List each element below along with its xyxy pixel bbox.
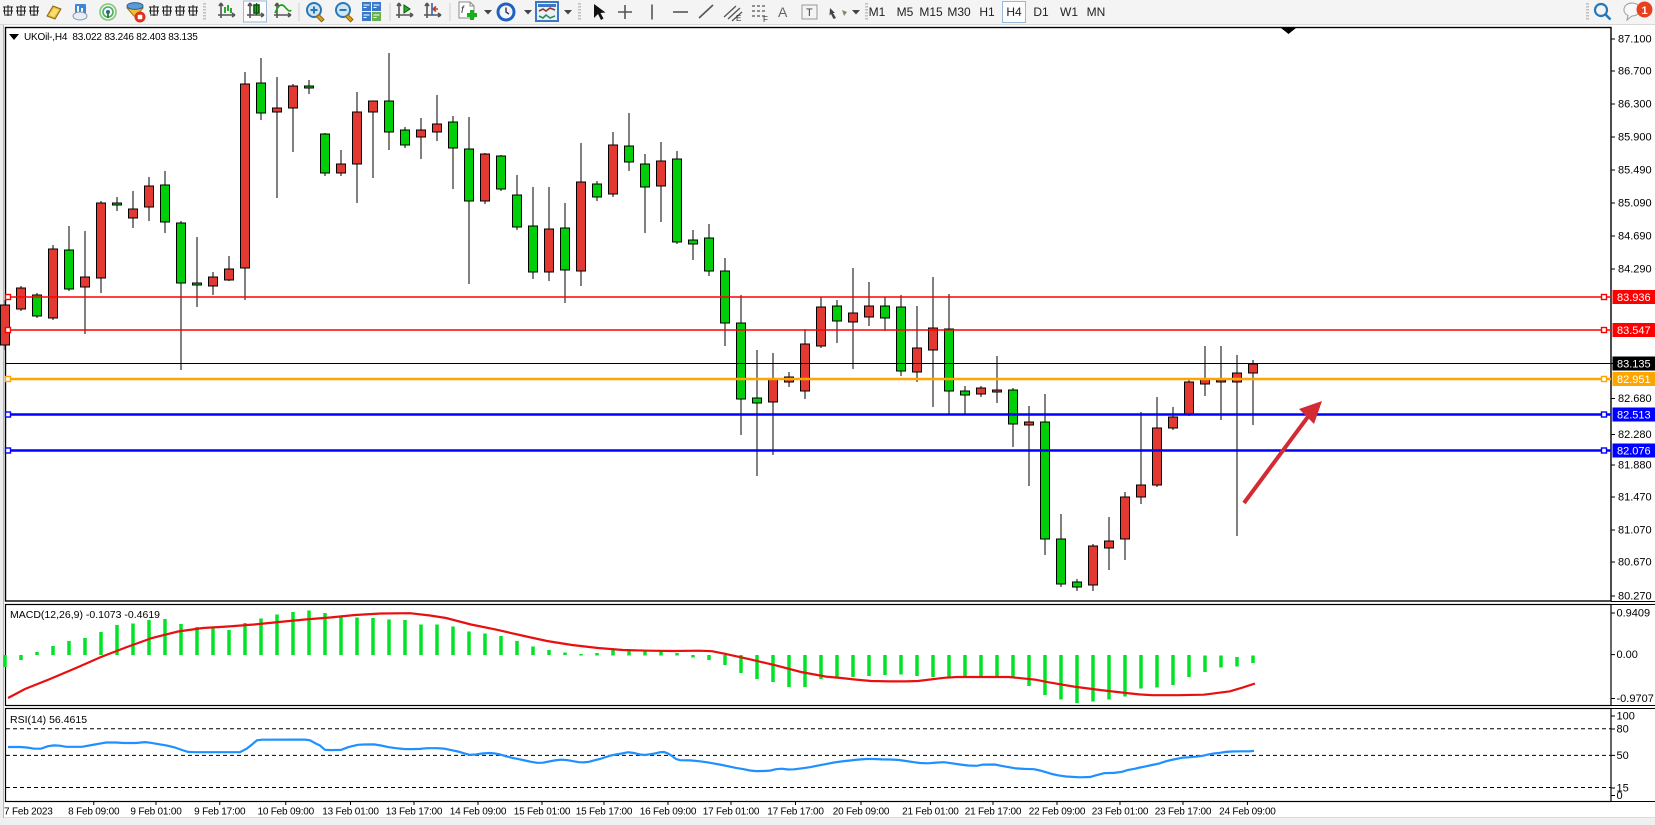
svg-text:85.900: 85.900 [1618,132,1652,144]
svg-text:22 Feb 09:00: 22 Feb 09:00 [1029,807,1086,818]
svg-text:UKOil-,H4 83.022 83.246 82.40: UKOil-,H4 83.022 83.246 82.403 83.135 [24,32,198,43]
svg-text:H1: H1 [979,5,995,19]
svg-text:20 Feb 09:00: 20 Feb 09:00 [833,807,890,818]
svg-text:MN: MN [1087,5,1106,19]
svg-text:17 Feb 01:00: 17 Feb 01:00 [703,807,760,818]
svg-text:87.100: 87.100 [1618,34,1652,46]
svg-text:8 Feb 09:00: 8 Feb 09:00 [68,807,120,818]
svg-text:14 Feb 09:00: 14 Feb 09:00 [450,807,507,818]
svg-text:15 Feb 17:00: 15 Feb 17:00 [576,807,633,818]
svg-text:80: 80 [1617,724,1629,736]
svg-text:W1: W1 [1060,5,1078,19]
svg-text:1: 1 [1641,5,1647,17]
svg-text:86.300: 86.300 [1618,99,1652,111]
svg-text:80.670: 80.670 [1618,557,1652,569]
svg-text:13 Feb 01:00: 13 Feb 01:00 [322,807,379,818]
svg-text:D1: D1 [1033,5,1049,19]
svg-text:T: T [806,7,813,19]
svg-text:23 Feb 17:00: 23 Feb 17:00 [1155,807,1212,818]
svg-text:0.9409: 0.9409 [1617,608,1651,620]
svg-text:82.513: 82.513 [1617,410,1651,422]
svg-text:A: A [778,4,788,20]
svg-text:17 Feb 17:00: 17 Feb 17:00 [767,807,824,818]
svg-text:80.270: 80.270 [1618,591,1652,603]
svg-text:-0.9707: -0.9707 [1617,693,1654,705]
svg-text:83.135: 83.135 [1617,359,1651,371]
svg-text:13 Feb 17:00: 13 Feb 17:00 [386,807,443,818]
svg-text:E: E [736,14,741,23]
svg-text:MACD(12,26,9) -0.1073 -0.4619: MACD(12,26,9) -0.1073 -0.4619 [10,609,160,621]
svg-text:24 Feb 09:00: 24 Feb 09:00 [1219,807,1276,818]
svg-text:81.070: 81.070 [1618,525,1652,537]
svg-text:82.680: 82.680 [1618,393,1652,405]
svg-text:15 Feb 01:00: 15 Feb 01:00 [514,807,571,818]
svg-text:H4: H4 [1006,5,1022,19]
svg-text:M5: M5 [897,5,914,19]
svg-text:81.470: 81.470 [1618,492,1652,504]
svg-text:10 Feb 09:00: 10 Feb 09:00 [257,807,314,818]
svg-text:82.280: 82.280 [1618,429,1652,441]
svg-text:f: f [461,5,465,16]
svg-text:100: 100 [1617,711,1635,723]
svg-text:86.700: 86.700 [1618,66,1652,78]
svg-text:F: F [763,15,768,24]
svg-text:84.290: 84.290 [1618,264,1652,276]
svg-text:7 Feb 2023: 7 Feb 2023 [4,807,53,818]
svg-text:82.076: 82.076 [1617,446,1651,458]
svg-text:9 Feb 01:00: 9 Feb 01:00 [130,807,182,818]
svg-text:0: 0 [1617,790,1623,802]
svg-text:M15: M15 [919,5,943,19]
svg-text:16 Feb 09:00: 16 Feb 09:00 [640,807,697,818]
svg-text:85.090: 85.090 [1618,198,1652,210]
svg-text:M1: M1 [869,5,886,19]
svg-text:23 Feb 01:00: 23 Feb 01:00 [1092,807,1149,818]
svg-text:21 Feb 17:00: 21 Feb 17:00 [965,807,1022,818]
svg-text:0.00: 0.00 [1617,649,1638,661]
svg-text:83.547: 83.547 [1617,325,1651,337]
svg-text:81.880: 81.880 [1618,460,1652,472]
svg-text:21 Feb 01:00: 21 Feb 01:00 [902,807,959,818]
svg-text:82.951: 82.951 [1617,374,1651,386]
svg-text:84.690: 84.690 [1618,231,1652,243]
svg-text:RSI(14) 56.4615: RSI(14) 56.4615 [10,714,87,726]
svg-text:83.936: 83.936 [1617,292,1651,304]
svg-text:M30: M30 [947,5,971,19]
svg-text:15: 15 [1617,783,1629,795]
svg-text:85.490: 85.490 [1618,165,1652,177]
svg-text:9 Feb 17:00: 9 Feb 17:00 [194,807,246,818]
svg-text:50: 50 [1617,750,1629,762]
